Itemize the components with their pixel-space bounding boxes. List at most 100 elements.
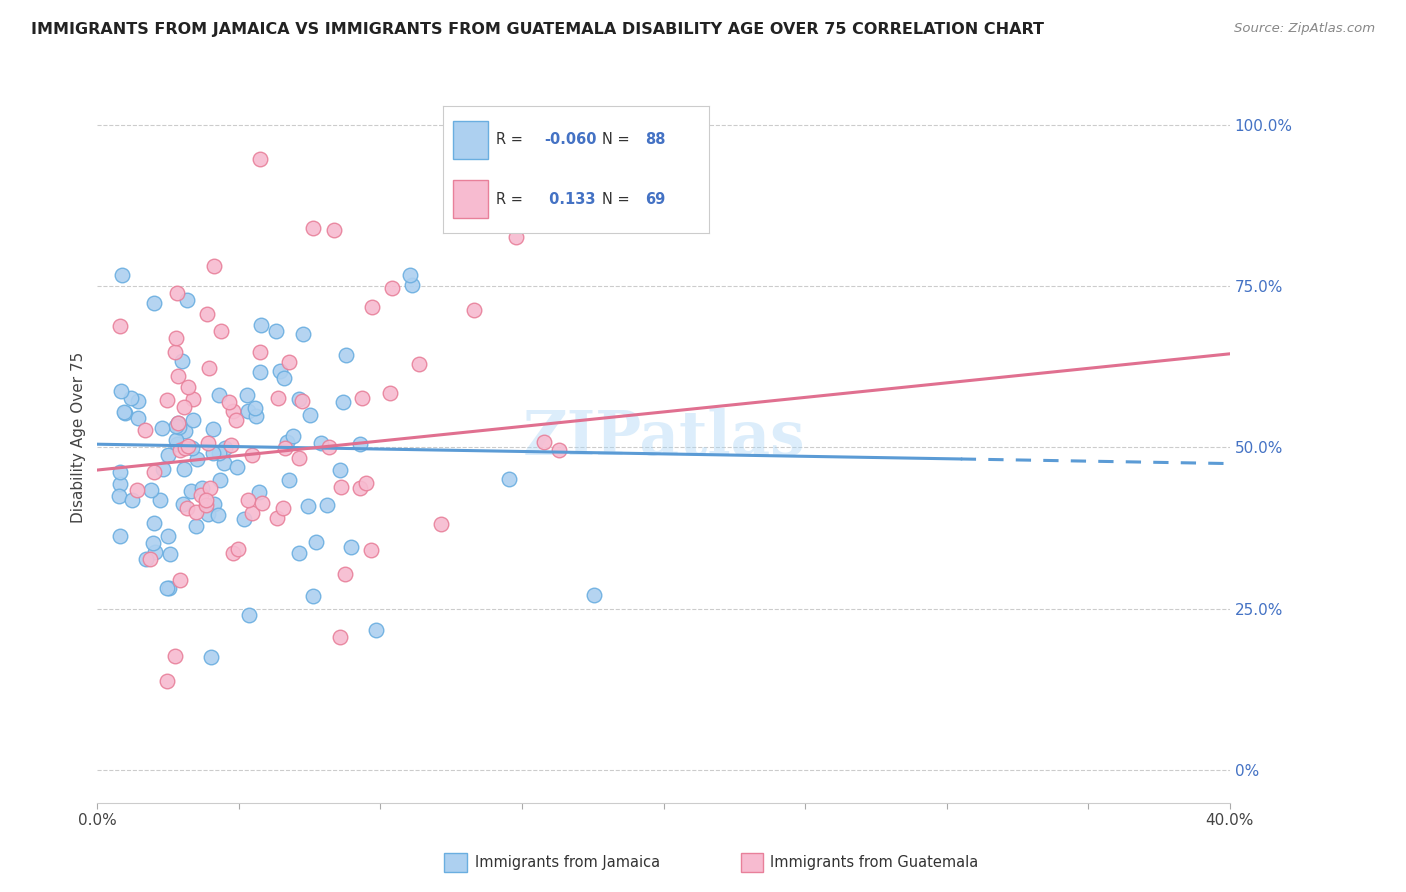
- Point: [247, 485, 270, 500]
- Point: [329, 463, 352, 477]
- Point: [505, 230, 527, 244]
- Point: [266, 511, 288, 525]
- Point: [271, 500, 294, 515]
- Point: [200, 650, 222, 665]
- Point: [134, 423, 156, 437]
- Point: [195, 493, 218, 508]
- Point: [174, 425, 197, 439]
- Point: [202, 259, 225, 273]
- Point: [176, 501, 198, 516]
- Point: [212, 457, 235, 471]
- Point: [361, 301, 384, 315]
- Point: [330, 480, 353, 494]
- Text: Source: ZipAtlas.com: Source: ZipAtlas.com: [1234, 22, 1375, 36]
- Point: [165, 648, 187, 663]
- Point: [233, 512, 256, 526]
- Point: [172, 353, 194, 368]
- Point: [173, 441, 195, 455]
- Point: [364, 624, 387, 638]
- Point: [276, 434, 298, 449]
- Point: [249, 152, 271, 166]
- Point: [381, 281, 404, 295]
- Point: [173, 462, 195, 476]
- Point: [225, 413, 247, 427]
- Point: [197, 360, 219, 375]
- Point: [108, 465, 131, 479]
- Point: [181, 392, 204, 407]
- Point: [548, 442, 571, 457]
- Point: [218, 394, 240, 409]
- Point: [150, 421, 173, 435]
- Point: [173, 401, 195, 415]
- Point: [328, 630, 350, 644]
- Y-axis label: Disability Age Over 75: Disability Age Over 75: [72, 352, 86, 524]
- Text: Immigrants from Jamaica: Immigrants from Jamaica: [475, 855, 661, 870]
- Point: [163, 345, 186, 359]
- Point: [219, 437, 242, 451]
- Point: [181, 413, 204, 427]
- Point: [110, 384, 132, 398]
- Point: [297, 499, 319, 513]
- Point: [198, 481, 221, 495]
- Point: [298, 408, 321, 422]
- Point: [138, 551, 160, 566]
- Point: [135, 551, 157, 566]
- Point: [201, 446, 224, 460]
- Point: [349, 437, 371, 451]
- Point: [156, 393, 179, 408]
- Point: [180, 441, 202, 455]
- Point: [533, 434, 555, 449]
- Point: [305, 535, 328, 549]
- Point: [214, 441, 236, 455]
- Point: [288, 451, 311, 466]
- Point: [323, 223, 346, 237]
- Point: [274, 441, 297, 455]
- Point: [156, 448, 179, 462]
- Point: [335, 348, 357, 362]
- Point: [108, 529, 131, 543]
- Point: [240, 506, 263, 520]
- Point: [142, 465, 165, 479]
- Point: [156, 582, 179, 596]
- Point: [354, 476, 377, 491]
- Point: [108, 477, 131, 491]
- Point: [380, 385, 402, 400]
- Point: [190, 488, 212, 502]
- Point: [177, 380, 200, 394]
- Point: [156, 674, 179, 689]
- Point: [165, 331, 187, 345]
- Point: [292, 327, 315, 342]
- Point: [201, 422, 224, 436]
- Point: [190, 481, 212, 495]
- Point: [166, 285, 188, 300]
- Point: [208, 473, 231, 487]
- Point: [120, 392, 142, 406]
- Point: [165, 433, 187, 447]
- Text: IMMIGRANTS FROM JAMAICA VS IMMIGRANTS FROM GUATEMALA DISABILITY AGE OVER 75 CORR: IMMIGRANTS FROM JAMAICA VS IMMIGRANTS FR…: [31, 22, 1043, 37]
- Point: [197, 507, 219, 521]
- Point: [288, 392, 311, 406]
- Point: [281, 429, 304, 443]
- Point: [273, 371, 295, 385]
- FancyBboxPatch shape: [741, 853, 763, 872]
- Point: [226, 541, 249, 556]
- Point: [142, 536, 165, 550]
- Point: [302, 221, 325, 235]
- Point: [127, 410, 149, 425]
- Point: [236, 388, 259, 402]
- Point: [291, 394, 314, 409]
- Point: [157, 529, 180, 543]
- Point: [157, 582, 180, 596]
- Point: [143, 516, 166, 530]
- Point: [207, 508, 229, 523]
- Point: [430, 517, 453, 532]
- Point: [141, 483, 163, 497]
- Point: [463, 303, 485, 318]
- Point: [333, 566, 356, 581]
- Point: [401, 277, 423, 292]
- Point: [309, 436, 332, 450]
- Point: [167, 416, 190, 430]
- Point: [245, 409, 267, 423]
- Point: [238, 404, 260, 418]
- Point: [152, 461, 174, 475]
